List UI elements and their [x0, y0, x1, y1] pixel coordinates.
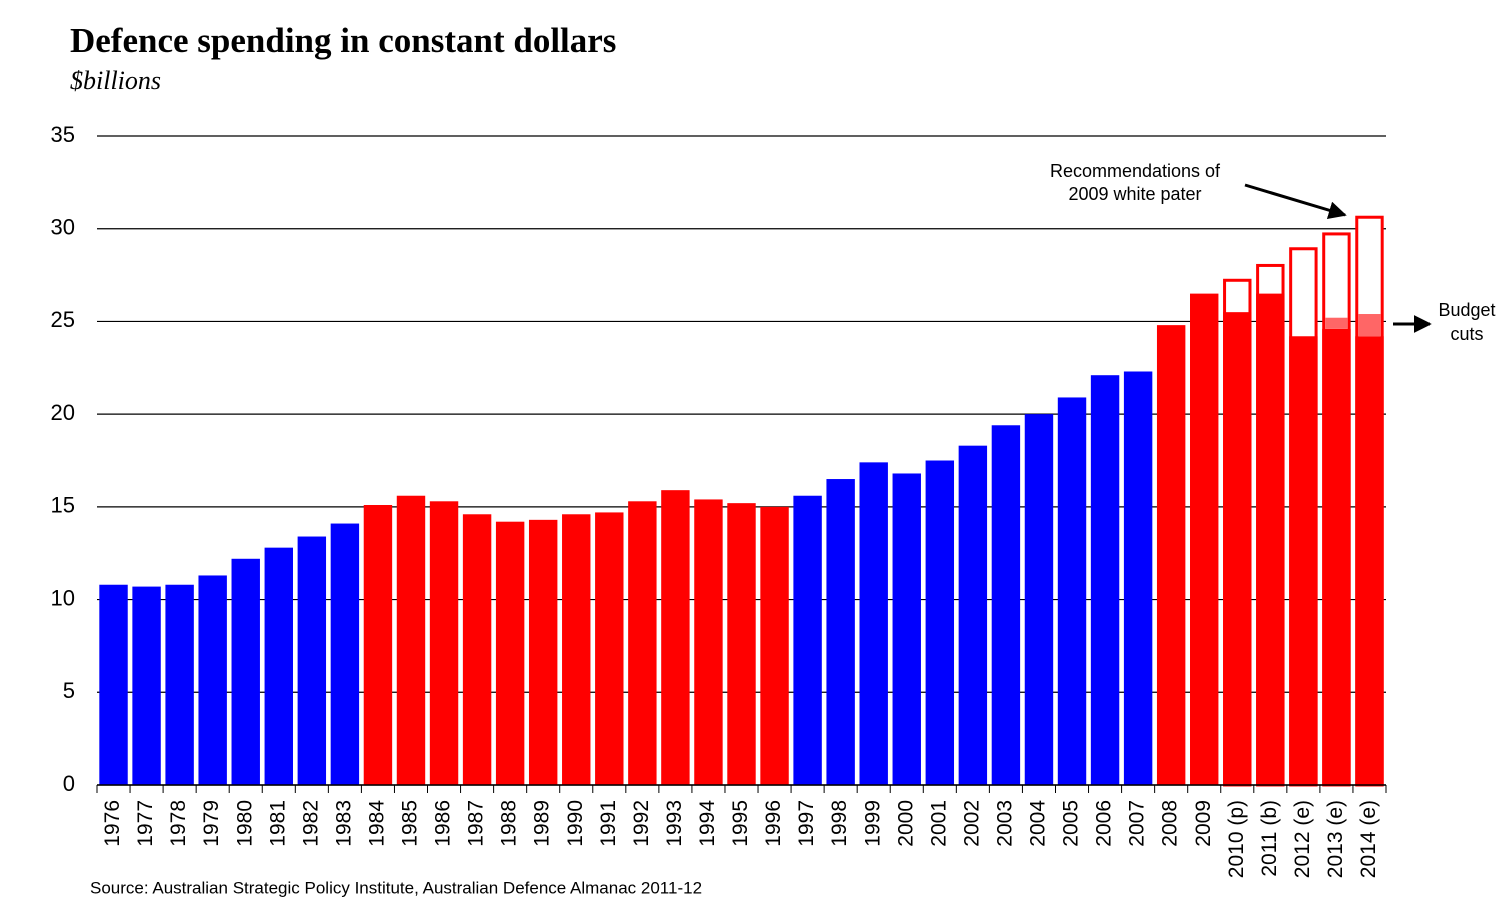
x-tick-label: 1978 — [167, 800, 190, 847]
y-tick-label: 20 — [51, 400, 75, 425]
bar — [1256, 293, 1285, 785]
bar — [198, 575, 227, 785]
prior-budget — [1325, 317, 1348, 329]
x-tick-label: 2007 — [1126, 800, 1149, 847]
bar — [1123, 371, 1153, 785]
x-tick-label: 1984 — [365, 800, 388, 847]
bar — [958, 445, 988, 785]
chart-title: Defence spending in constant dollars — [70, 21, 616, 60]
bar — [165, 584, 194, 785]
chart-subtitle: $billions — [70, 66, 161, 95]
bar — [1355, 336, 1384, 785]
x-tick-label: 1996 — [762, 800, 785, 847]
bar — [363, 505, 393, 785]
bar — [297, 536, 327, 785]
bar — [99, 584, 128, 785]
x-tick-label: 1977 — [134, 800, 157, 847]
bar — [330, 523, 360, 785]
y-tick-label: 35 — [51, 122, 75, 147]
bar — [264, 547, 293, 785]
x-tick-label: 2000 — [894, 800, 917, 847]
bar — [1024, 414, 1054, 785]
bar — [1289, 336, 1318, 785]
bar — [628, 501, 657, 785]
source: Source: Australian Strategic Policy Inst… — [90, 878, 702, 897]
x-tick-label: 2006 — [1093, 800, 1116, 847]
x-tick-label: 2005 — [1060, 800, 1083, 847]
x-tick-label: 1976 — [101, 800, 124, 847]
x-tick-label: 2002 — [960, 800, 983, 847]
x-tick-label: 1988 — [498, 800, 521, 847]
x-tick-label: 1979 — [200, 800, 223, 847]
x-tick-label: 2004 — [1027, 800, 1050, 847]
bar — [1190, 293, 1219, 785]
arrow — [1244, 183, 1347, 219]
x-tick-label: 1981 — [266, 800, 289, 847]
x-tick-label: 2001 — [927, 800, 950, 847]
annotation: Recommendations of — [1050, 161, 1221, 181]
bar — [760, 506, 789, 785]
prior-budget — [1358, 314, 1381, 337]
y-tick-label: 25 — [51, 307, 75, 332]
x-tick-label: 1990 — [564, 800, 587, 847]
bar — [826, 479, 855, 785]
x-tick-label: 1983 — [332, 800, 355, 847]
x-tick-label: 1994 — [696, 800, 719, 847]
x-tick-label: 1985 — [399, 800, 422, 847]
x-tick-label: 1995 — [729, 800, 752, 847]
bar — [1057, 397, 1087, 785]
x-tick-label: 1980 — [233, 800, 256, 847]
bar — [892, 473, 921, 785]
y-tick-label: 30 — [51, 215, 75, 240]
bar — [595, 512, 624, 785]
bar — [859, 462, 888, 785]
x-tick-label: 2012 (e) — [1291, 800, 1314, 878]
y-tick-label: 15 — [51, 493, 75, 518]
bar — [429, 501, 459, 785]
y-tick-label: 0 — [63, 771, 75, 796]
bar — [694, 499, 723, 785]
x-tick-label: 2003 — [993, 800, 1016, 847]
bar — [132, 586, 161, 785]
x-tick-label: 1993 — [663, 800, 686, 847]
annotation: 2009 white pater — [1068, 184, 1201, 204]
bar — [1156, 325, 1186, 785]
x-tick-label: 2014 (e) — [1357, 800, 1380, 878]
x-tick-label: 1987 — [465, 800, 488, 847]
bar — [562, 514, 591, 785]
x-tick-label: 1991 — [597, 800, 620, 847]
x-tick-label: 2009 — [1192, 800, 1215, 847]
bar — [495, 521, 525, 785]
x-tick-label: 1989 — [531, 800, 554, 847]
x-tick-label: 1992 — [630, 800, 653, 847]
bar — [396, 495, 426, 785]
x-tick-label: 2011 (b) — [1258, 800, 1281, 877]
bar — [528, 519, 558, 785]
y-tick-label: 10 — [51, 585, 75, 610]
bar — [991, 425, 1021, 785]
bar — [462, 514, 492, 785]
y-tick-label: 5 — [63, 678, 75, 703]
annotation: Budget — [1438, 300, 1495, 320]
x-tick-label: 1986 — [432, 800, 455, 847]
x-tick-label: 1982 — [299, 800, 322, 847]
annotation: cuts — [1450, 324, 1483, 344]
bar — [1090, 375, 1120, 785]
x-tick-label: 2010 (p) — [1225, 800, 1248, 878]
bar — [1223, 312, 1252, 785]
x-tick-label: 1997 — [795, 800, 818, 847]
x-tick-label: 2013 (e) — [1324, 800, 1347, 878]
bar — [925, 460, 955, 785]
bar — [727, 503, 756, 785]
bar — [1322, 328, 1351, 785]
x-tick-label: 2008 — [1159, 800, 1182, 847]
x-tick-label: 1998 — [828, 800, 851, 847]
x-tick-label: 1999 — [861, 800, 884, 847]
bar — [793, 495, 822, 785]
bar — [661, 490, 690, 785]
bar — [231, 558, 260, 785]
